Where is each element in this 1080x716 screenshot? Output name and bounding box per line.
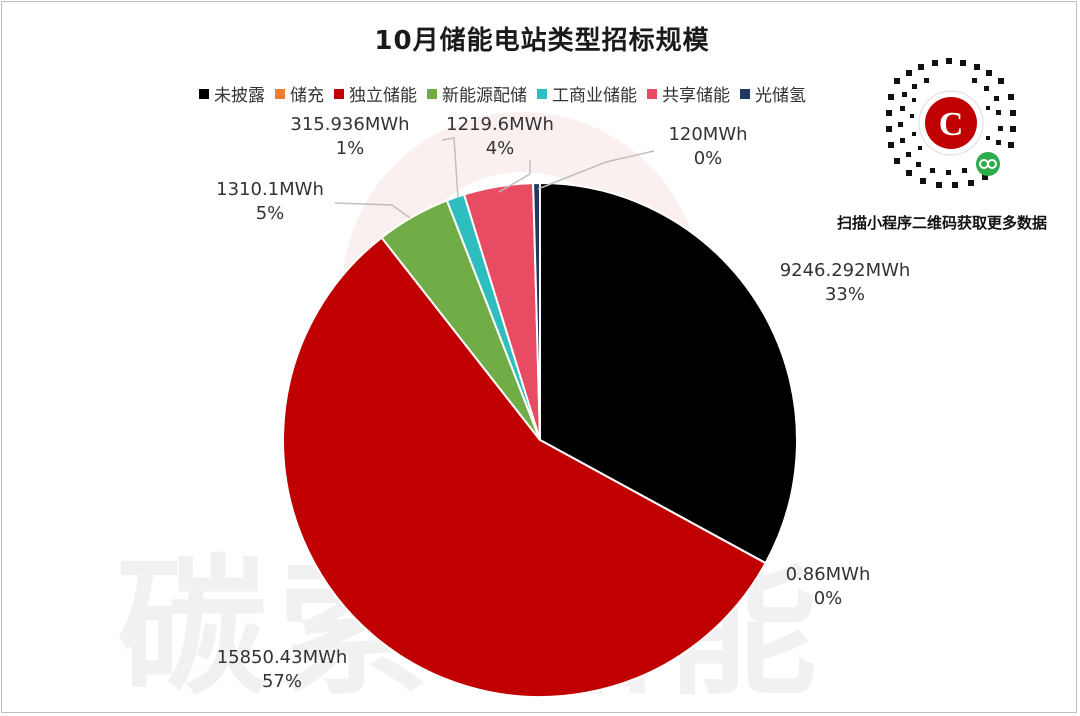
qr-code-icon[interactable]: C [876,48,1026,198]
legend-swatch [199,88,209,99]
legend-swatch [427,88,437,99]
qr-caption: 扫描小程序二维码获取更多数据 [836,214,1047,232]
data-label: 315.936MWh 1% [290,114,409,159]
legend-swatch [334,88,344,99]
legend: 未披露 储充 独立储能 新能源配储 工商业储能 共享储能 光储氢 [199,81,816,106]
legend-label: 光储氢 [755,86,806,106]
legend-label: 新能源配储 [442,86,527,106]
leader-line [537,150,655,190]
legend-swatch [537,88,547,99]
qr-logo-letter: C [939,106,964,143]
legend-item: 未披露 [199,81,265,106]
chart-title: 10月储能电站类型招标规模 [374,26,710,56]
data-label: 9246.292MWh 33% [780,260,911,305]
leader-line [334,202,411,219]
legend-swatch [740,88,750,99]
legend-item: 共享储能 [647,81,730,106]
legend-swatch [275,88,285,99]
legend-label: 储充 [290,86,324,106]
leader-line [498,160,531,193]
legend-item: 工商业储能 [537,81,637,106]
legend-label: 独立储能 [349,86,417,106]
pie-slice [532,181,541,441]
data-label: 1310.1MWh 5% [216,179,324,224]
legend-label: 共享储能 [662,86,730,106]
leader-line [441,137,459,199]
data-label: 120MWh 0% [668,124,747,169]
pie-slice [282,236,767,698]
pie-slice [539,181,798,565]
legend-swatch [647,88,657,99]
legend-item: 新能源配储 [427,81,527,106]
legend-item: 储充 [275,81,324,106]
legend-label: 未披露 [214,86,265,106]
data-label: 15850.43MWh 57% [217,647,348,692]
legend-label: 工商业储能 [552,86,637,106]
data-label: 0.86MWh 0% [786,564,871,609]
data-label: 1219.6MWh 4% [446,114,554,159]
legend-item: 光储氢 [740,81,806,106]
legend-item: 独立储能 [334,81,417,106]
